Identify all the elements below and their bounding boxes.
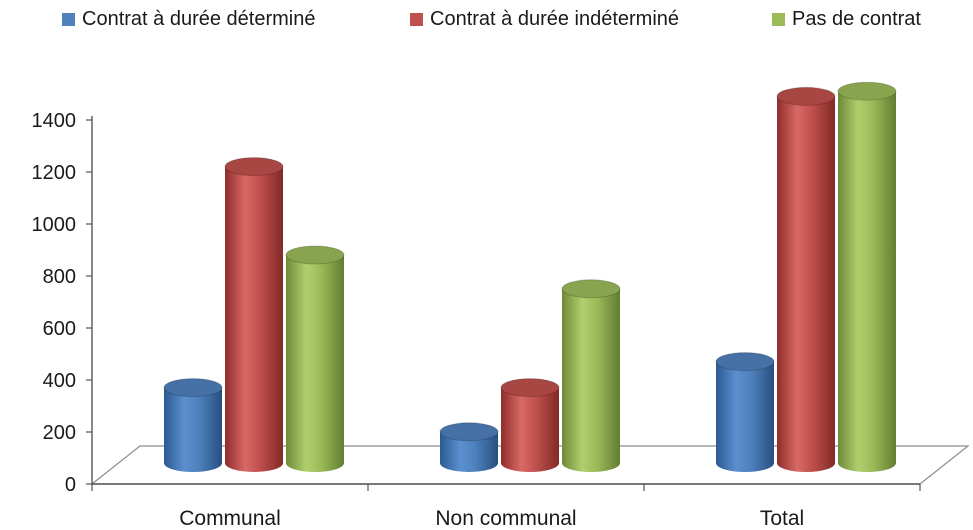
bar-top-shade (501, 378, 559, 397)
bar (715, 352, 775, 472)
bar (163, 378, 223, 472)
bar-top-shade (838, 82, 896, 101)
legend: Contrat à durée déterminé Contrat à duré… (0, 8, 973, 34)
bar (285, 245, 345, 472)
legend-swatch-sans-contrat (772, 13, 785, 26)
bar-body (501, 387, 559, 472)
bar-body (838, 91, 896, 472)
bar-top (285, 245, 345, 265)
legend-item-sans-contrat: Pas de contrat (772, 8, 921, 31)
bar (837, 81, 897, 472)
bar (561, 279, 621, 472)
y-tick-label: 200 (43, 422, 76, 444)
bar-top (837, 81, 897, 101)
y-tick-label: 400 (43, 370, 76, 392)
y-tick-label: 1200 (32, 162, 77, 184)
legend-item-cdi: Contrat à durée indéterminé (410, 8, 679, 31)
bar-top (776, 86, 836, 106)
bar-top-shade (225, 157, 283, 176)
legend-label-cdi: Contrat à durée indéterminé (430, 8, 680, 30)
legend-swatch-cdd (62, 13, 75, 26)
y-tick-label: 1400 (32, 110, 77, 132)
bar-top-shade (562, 279, 620, 298)
bar-top-shade (164, 378, 222, 397)
bar (439, 422, 499, 472)
x-category-label: Total (760, 507, 804, 530)
x-category-label: Non communal (435, 507, 576, 530)
bar-top (439, 422, 499, 442)
legend-item-cdd: Contrat à durée déterminé (62, 8, 315, 31)
bar-top (163, 378, 223, 398)
bar (224, 157, 284, 472)
bar-layer (163, 81, 897, 473)
bar-body (777, 96, 835, 473)
bar-body (286, 255, 344, 472)
bar-body (225, 166, 283, 472)
bar-body (164, 387, 222, 472)
y-tick-label: 0 (65, 474, 76, 496)
bar-top-shade (440, 422, 498, 441)
bar-top-shade (716, 352, 774, 371)
bar-body (562, 288, 620, 472)
y-tick-label: 600 (43, 318, 76, 340)
legend-label-sans-contrat: Pas de contrat (792, 8, 921, 30)
y-tick-label: 1000 (32, 214, 77, 236)
bar-top-shade (286, 246, 344, 264)
bar-body (716, 361, 774, 472)
bar (776, 86, 836, 473)
bar-top (715, 352, 775, 372)
legend-swatch-cdi (410, 13, 423, 26)
x-category-label: Communal (179, 507, 281, 530)
y-tick-label: 800 (43, 266, 76, 288)
bar-top-shade (777, 87, 835, 106)
legend-label-cdd: Contrat à durée déterminé (82, 8, 316, 30)
bar-top (561, 279, 621, 299)
bar (500, 378, 560, 472)
bar-body (440, 431, 498, 472)
bar-top (224, 157, 284, 177)
bar-top (500, 378, 560, 398)
